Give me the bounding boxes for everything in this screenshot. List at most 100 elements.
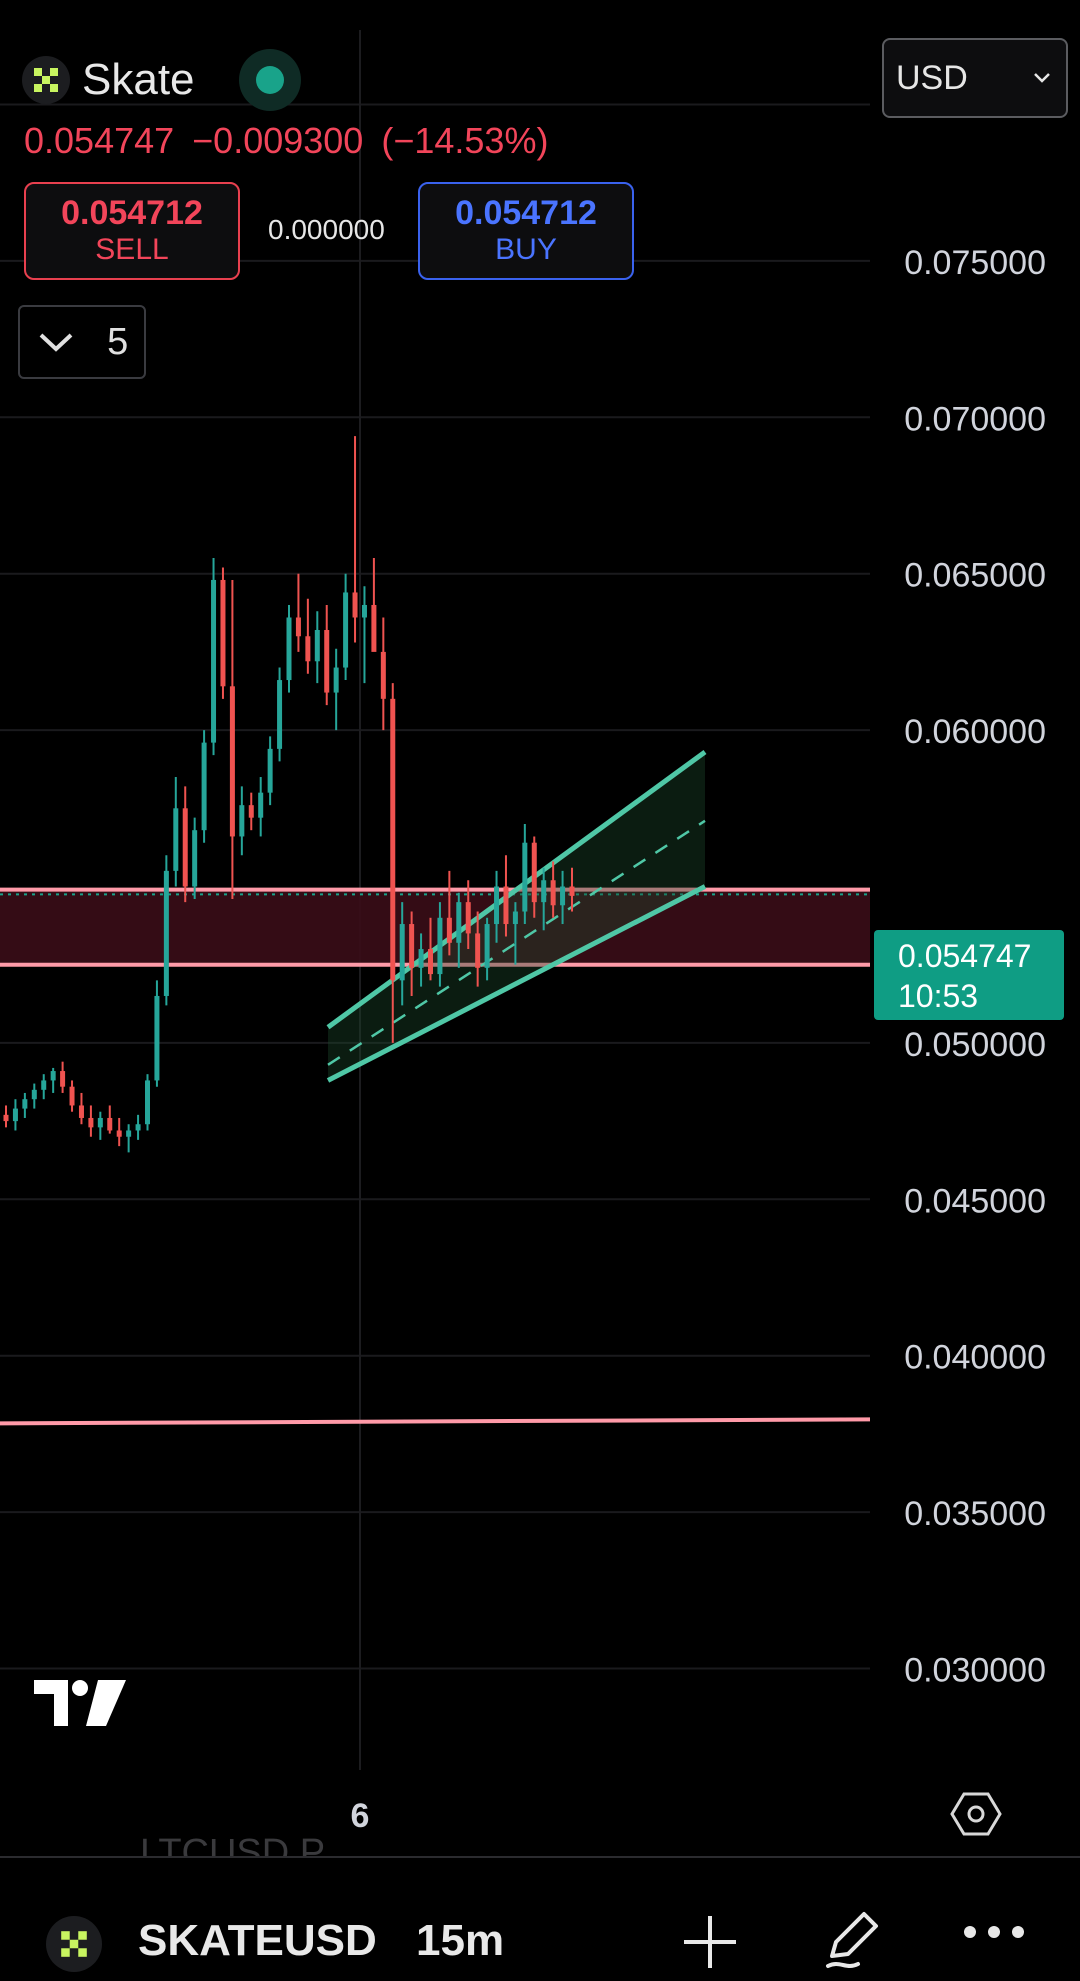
candle [69,1086,75,1106]
candle [333,667,339,693]
candle [428,949,433,975]
candle [343,592,349,668]
price-change-percent: (−14.53%) [381,120,549,161]
candle [60,1071,66,1087]
candle [116,1130,122,1137]
candle [173,808,179,871]
bar-countdown: 10:53 [898,978,979,1014]
candle [371,604,377,652]
candle [361,604,367,618]
candle [295,617,301,637]
timeframe-button[interactable]: 15m [416,1916,505,1965]
sell-button[interactable]: 0.054712 SELL [24,182,240,280]
candle [88,1117,94,1128]
candle [550,880,556,906]
candle [239,805,245,837]
more-dots-icon[interactable] [962,1922,1026,1942]
currency-value: USD [896,58,968,97]
candle [399,924,405,981]
channel-upper-line [326,749,707,1030]
skate-logo-icon[interactable] [46,1916,102,1972]
candle [277,680,283,749]
candle [531,842,537,903]
candle [229,686,235,837]
candle [135,1124,141,1131]
candle [503,886,509,925]
candle [163,870,169,996]
candle [12,1108,18,1122]
indicators-toggle-button[interactable]: 5 [18,305,146,379]
market-status-indicator[interactable] [238,49,301,111]
candle [324,630,330,693]
plus-icon[interactable] [680,1912,740,1972]
candle [409,924,415,968]
channel-mid-line [327,819,706,1066]
candle [456,902,462,943]
candle [3,1114,9,1122]
candle [267,748,273,793]
spread-value: 0.000000 [268,214,385,245]
candle [78,1105,84,1118]
currency-select[interactable]: USD [882,38,1068,118]
y-axis-tick-label: 0.065000 [904,557,1046,595]
candle [201,742,207,831]
symbol-search-button[interactable]: SKATEUSD [138,1916,377,1965]
buy-button[interactable]: 0.054712 BUY [418,182,634,280]
price-quote: 0.054747 −0.009300 (−14.53%) [24,120,566,162]
chevron-down-icon [39,333,73,352]
buy-label: BUY [495,233,557,266]
candle [437,917,443,975]
candle [418,949,424,968]
indicator-count: 5 [107,320,129,363]
sell-label: SELL [95,233,169,266]
last-price: 0.054747 [24,120,175,161]
candle [126,1130,132,1137]
draw-pen-icon[interactable] [818,1904,888,1974]
candle [41,1080,47,1090]
y-axis-tick-label: 0.070000 [904,400,1046,438]
y-axis-tick-label: 0.075000 [904,244,1046,282]
candle [560,886,566,906]
sell-price: 0.054712 [61,194,203,232]
candle [465,902,471,934]
price-level-line [0,1417,871,1426]
y-axis-tick-label: 0.030000 [904,1652,1046,1690]
last-price-tag: 0.054747 10:53 [874,930,1064,1020]
candle [192,830,198,887]
candle [380,651,386,699]
y-axis-tick-label: 0.050000 [904,1026,1046,1064]
tradingview-logo-icon[interactable] [32,1678,128,1728]
candle [211,579,217,743]
buy-price: 0.054712 [455,194,597,232]
candle [145,1080,150,1125]
candle [154,995,160,1081]
candle [182,808,188,887]
candle [97,1117,103,1128]
candle [258,792,264,818]
price-change: −0.009300 [192,120,364,161]
candle [541,880,547,903]
candle [220,579,226,687]
candle [494,886,500,925]
candle [22,1099,28,1109]
candle [512,911,518,925]
candle [107,1117,113,1131]
candle [475,933,481,968]
bottom-toolbar [0,1856,1080,1981]
candle [569,886,575,896]
candle [352,592,358,618]
settings-hexagon-icon[interactable] [950,1790,1002,1838]
candle [305,636,311,662]
y-axis-tick-label: 0.035000 [904,1495,1046,1533]
skate-logo-icon [22,56,70,104]
symbol-header[interactable]: Skate [22,49,301,111]
candle [314,630,320,662]
y-axis-tick-label: 0.045000 [904,1182,1046,1220]
y-axis-tick-label: 0.040000 [904,1339,1046,1377]
price-tag-value: 0.054747 [898,938,1032,974]
channel-lower-line [326,884,707,1083]
candle [248,805,254,818]
x-axis-tick-label: 6 [351,1797,370,1835]
candle [50,1071,56,1081]
